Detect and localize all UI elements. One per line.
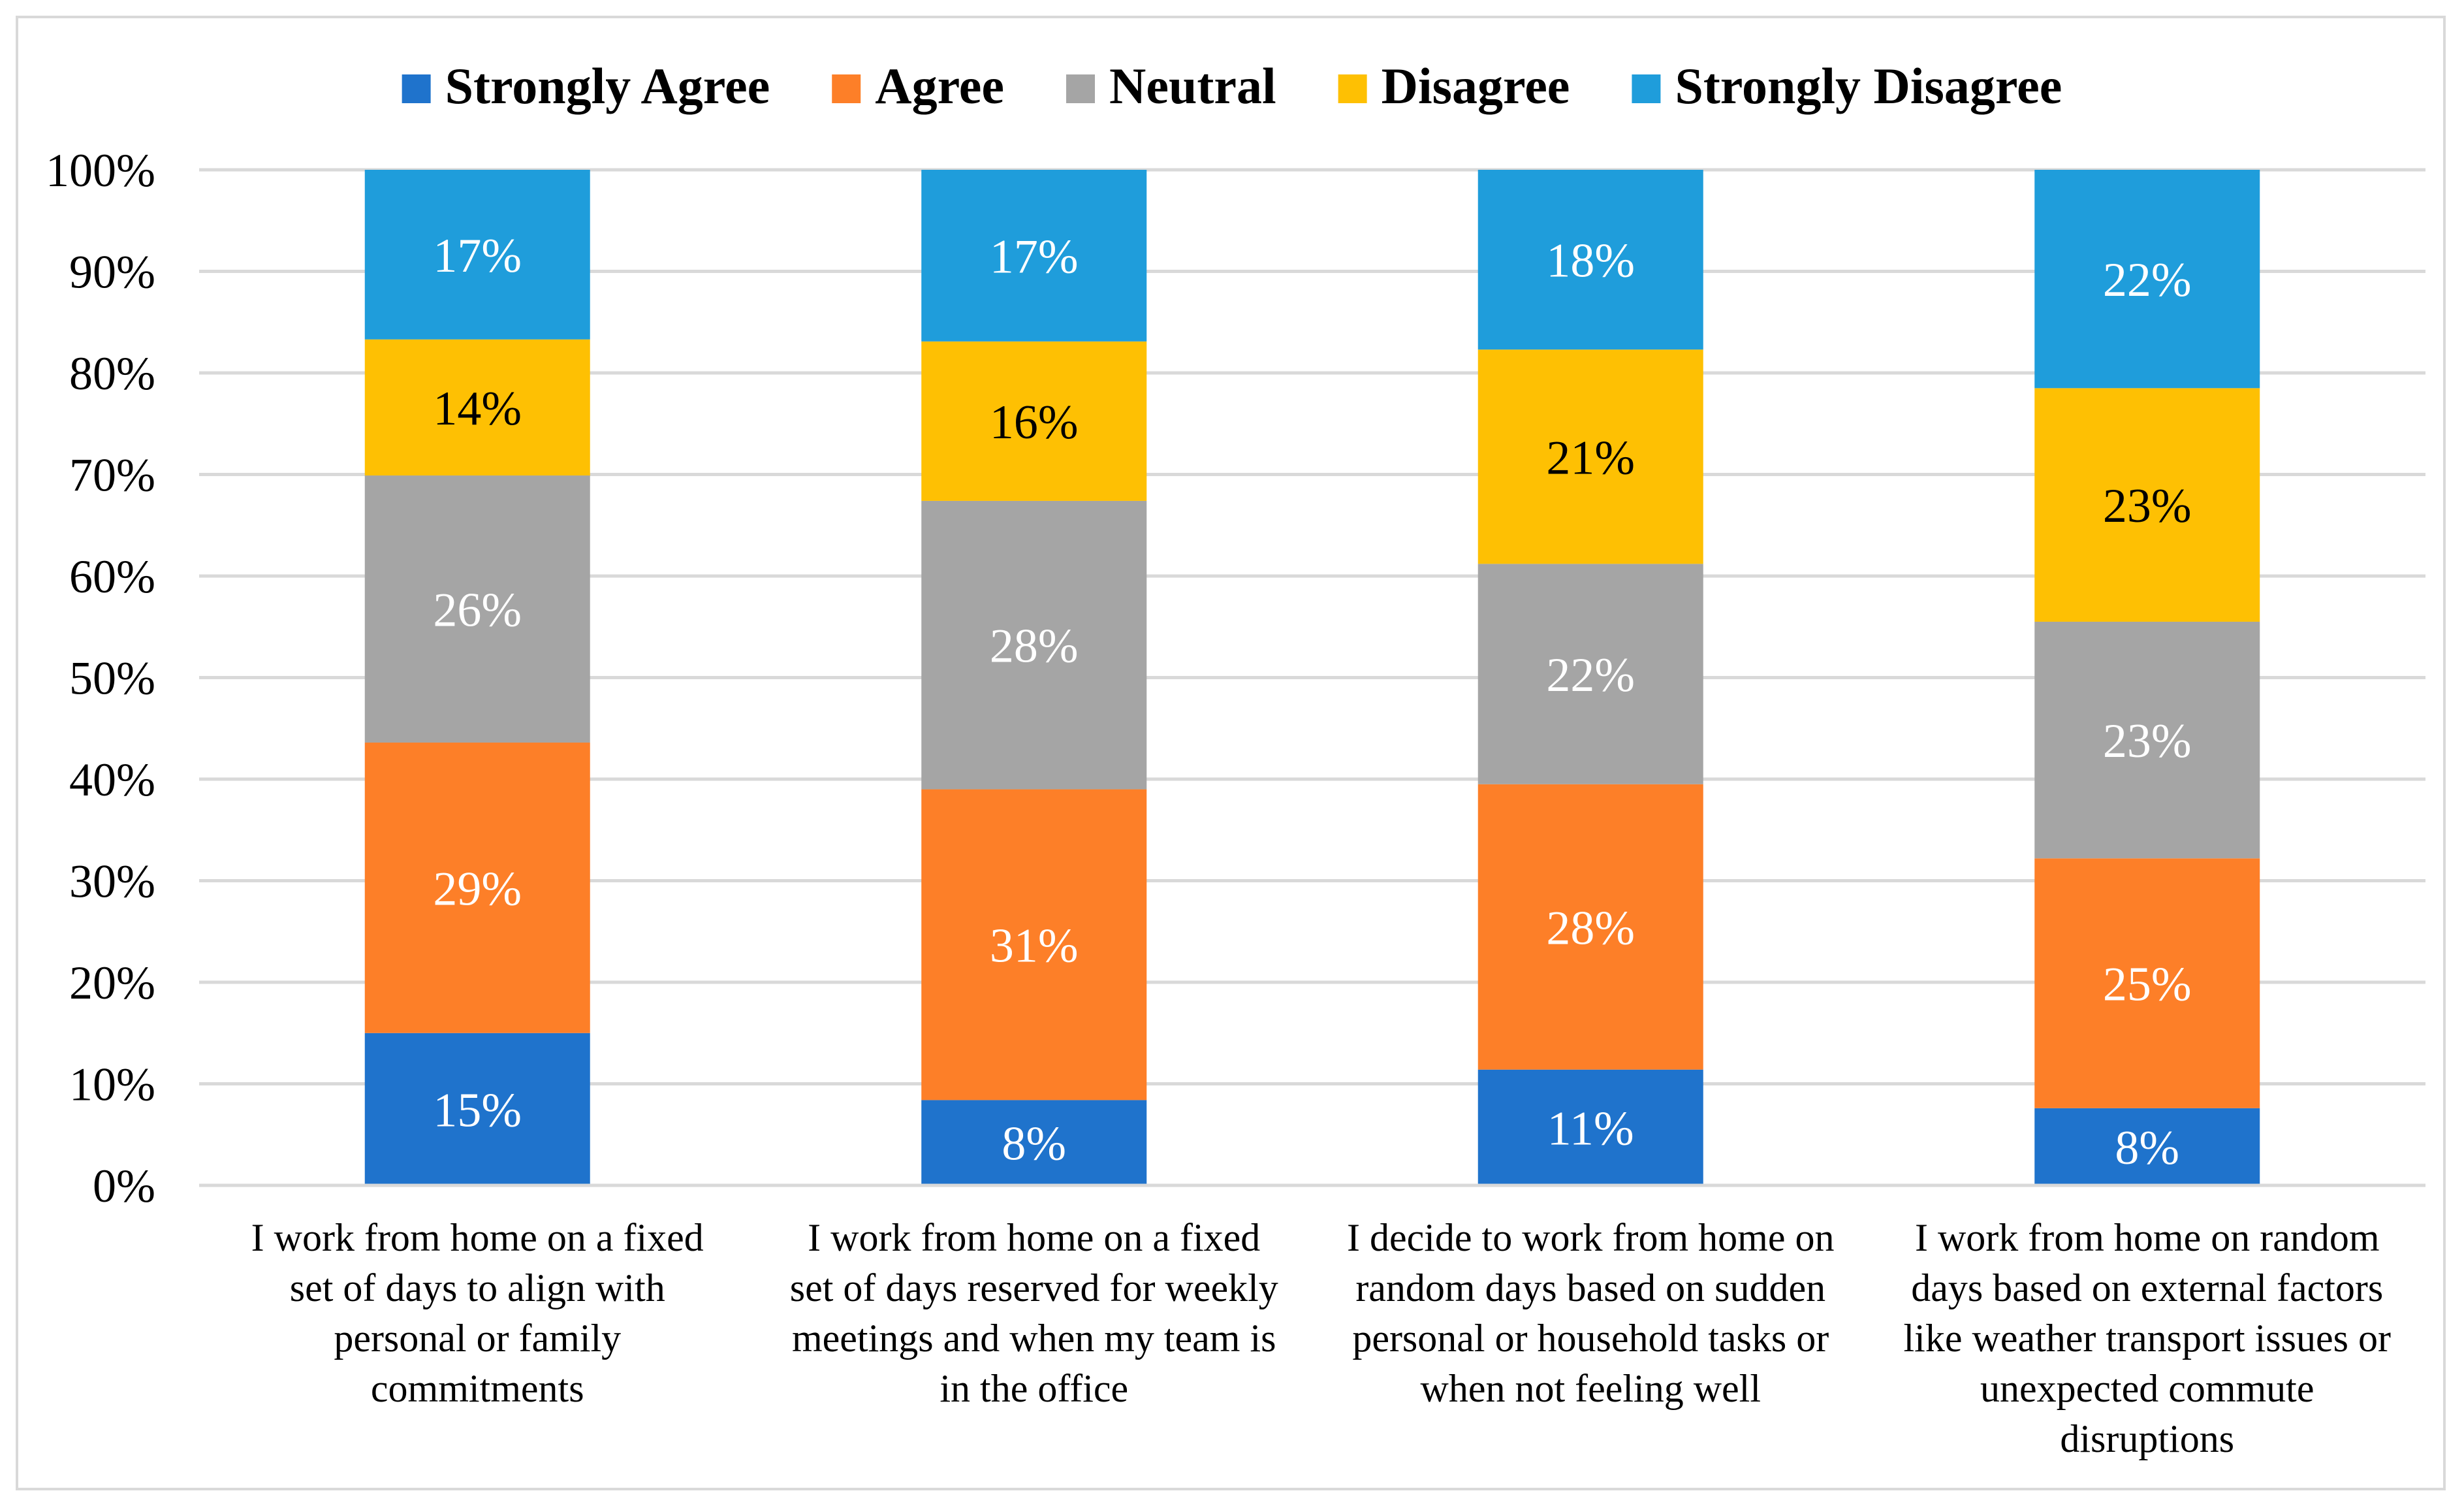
data-label: 16% <box>990 396 1079 449</box>
data-label: 14% <box>433 382 522 436</box>
data-label: 22% <box>1546 649 1635 702</box>
legend-item: Agree <box>832 57 1004 114</box>
data-label: 28% <box>1546 901 1635 955</box>
x-category-label-line: when not feeling well <box>1420 1367 1761 1410</box>
bar-segment <box>2034 388 2260 622</box>
data-label: 8% <box>1002 1117 1066 1171</box>
y-tick-label: 80% <box>69 347 155 400</box>
bar-segment <box>1477 784 1703 1070</box>
x-category-label-line: days based on external factors <box>1911 1266 2383 1309</box>
x-category-label-line: personal or household tasks or <box>1352 1317 1829 1360</box>
y-tick-label: 40% <box>69 754 155 806</box>
y-tick-label: 20% <box>69 957 155 1009</box>
legend: Strongly Agree Agree Neutral Disagree Strong… <box>402 57 2062 114</box>
legend-swatch <box>1066 74 1096 103</box>
bar-segment <box>364 743 590 1033</box>
data-label: 17% <box>990 230 1079 283</box>
y-tick-label: 100% <box>46 144 155 197</box>
x-category-label-line: I work from home on random <box>1915 1216 2380 1259</box>
x-category-label-line: personal or family <box>334 1317 621 1360</box>
x-category-label-line: random days based on sudden <box>1355 1266 1825 1309</box>
bar-segment <box>364 170 590 340</box>
data-label: 18% <box>1546 234 1635 288</box>
x-category-label-line: I work from home on a fixed <box>251 1216 704 1259</box>
legend-swatch <box>1632 74 1661 103</box>
axes: 0% 10% 20% 30% 40% 50% 60% 70% 80% 90% 100% I work … <box>46 144 2425 1460</box>
bar-segment <box>364 339 590 476</box>
bar-segment <box>921 789 1147 1100</box>
bar-segment <box>364 1033 590 1185</box>
data-label: 21% <box>1546 431 1635 485</box>
x-category-label-line: unexpected commute <box>1980 1367 2314 1410</box>
bar-segment <box>2034 1108 2260 1185</box>
data-label: 11% <box>1547 1102 1634 1155</box>
bar-segment <box>921 1100 1147 1185</box>
bar-segment <box>2034 170 2260 389</box>
bar-segment <box>1477 170 1703 350</box>
data-label: 23% <box>2103 479 2192 533</box>
data-label: 29% <box>433 862 522 916</box>
x-category-label: I work from home on a fixed set of days r… <box>790 1216 1278 1410</box>
data-label: 22% <box>2103 253 2192 307</box>
bars <box>364 170 2260 1185</box>
data-label: 25% <box>2103 958 2192 1012</box>
data-label: 8% <box>2115 1121 2179 1175</box>
x-category-label-line: like weather transport issues or <box>1904 1317 2391 1360</box>
bar-segment <box>2034 621 2260 859</box>
data-label: 17% <box>433 229 522 283</box>
legend-item: Strongly Disagree <box>1632 57 2062 114</box>
y-tick-label: 70% <box>69 449 155 502</box>
legend-label: Strongly Agree <box>445 57 770 114</box>
legend-swatch <box>402 74 431 103</box>
x-category-label-line: set of days to align with <box>290 1266 665 1309</box>
bar-segment <box>921 341 1147 501</box>
legend-item: Disagree <box>1338 57 1570 114</box>
bar-segment <box>1477 1069 1703 1185</box>
legend-label: Disagree <box>1382 57 1570 114</box>
legend-item: Neutral <box>1066 57 1276 114</box>
x-category-label-line: I decide to work from home on <box>1347 1216 1834 1259</box>
bar-segment <box>1477 564 1703 784</box>
y-tick-label: 30% <box>69 856 155 908</box>
x-category-label-line: disruptions <box>2060 1417 2234 1460</box>
x-category-label-line: I work from home on a fixed <box>808 1216 1260 1259</box>
x-category-label-line: set of days reserved for weekly <box>790 1266 1278 1309</box>
legend-label: Neutral <box>1109 57 1276 114</box>
x-category-label-line: in the office <box>940 1367 1128 1410</box>
legend-swatch <box>832 74 861 103</box>
legend-label: Agree <box>875 57 1004 114</box>
y-tick-label: 0% <box>93 1160 155 1212</box>
legend-swatch <box>1338 74 1367 103</box>
y-tick-label: 50% <box>69 652 155 705</box>
data-label: 28% <box>990 620 1079 673</box>
x-category-label-line: commitments <box>371 1367 584 1410</box>
bar-segment <box>921 170 1147 342</box>
x-category-label-line: meetings and when my team is <box>792 1317 1276 1360</box>
data-label: 26% <box>433 584 522 637</box>
legend-label: Strongly Disagree <box>1675 57 2062 114</box>
y-tick-label: 90% <box>69 246 155 298</box>
x-category-label: I work from home on random days based on … <box>1904 1216 2391 1460</box>
y-tick-label: 60% <box>69 551 155 603</box>
bar-segment <box>364 475 590 743</box>
chart-frame <box>16 16 2446 1490</box>
data-label: 23% <box>2103 714 2192 768</box>
data-label: 31% <box>990 919 1079 972</box>
x-category-label: I work from home on a fixed set of days t… <box>251 1216 704 1410</box>
bar-segment <box>921 500 1147 790</box>
legend-item: Strongly Agree <box>402 57 770 114</box>
bar-segment <box>2034 858 2260 1108</box>
data-label: 15% <box>433 1083 522 1137</box>
y-tick-label: 10% <box>69 1059 155 1111</box>
data-labels: 15% 29% 26% 14% 17% 8% 31% 28% 16% 17% 11% 28% 22% 21… <box>433 229 2191 1175</box>
bar-segment <box>1477 349 1703 564</box>
x-category-label: I decide to work from home on random days… <box>1347 1216 1834 1410</box>
